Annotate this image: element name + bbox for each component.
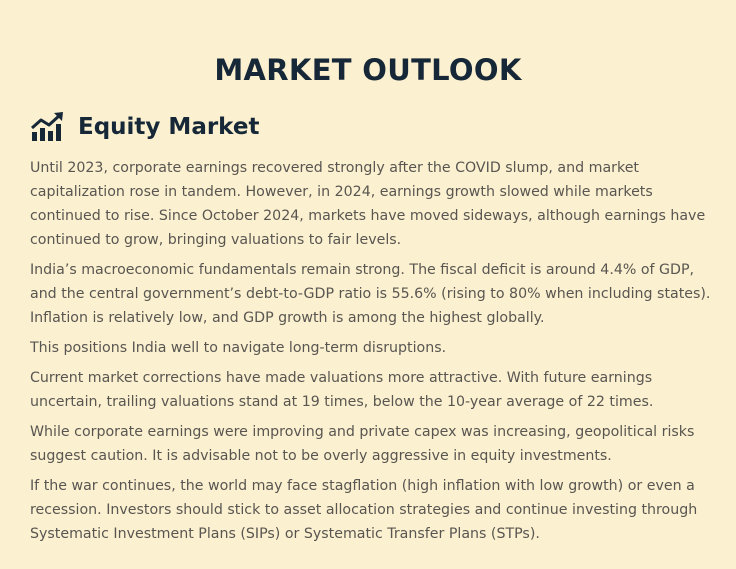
text-line: uncertain, trailing valuations stand at … bbox=[30, 394, 654, 410]
text-line: Until 2023, corporate earnings recovered… bbox=[30, 160, 639, 176]
text-line: India’s macroeconomic fundamentals remai… bbox=[30, 262, 695, 278]
text-line: While corporate earnings were improving … bbox=[30, 424, 695, 440]
section-header: Equity Market bbox=[30, 110, 259, 144]
paragraph: If the war continues, the world may face… bbox=[30, 474, 730, 546]
text-line: recession. Investors should stick to ass… bbox=[30, 502, 698, 518]
paragraph: India’s macroeconomic fundamentals remai… bbox=[30, 258, 730, 330]
text-line: continued to grow, bringing valuations t… bbox=[30, 232, 402, 248]
text-line: suggest caution. It is advisable not to … bbox=[30, 448, 612, 464]
text-line: Inflation is relatively low, and GDP gro… bbox=[30, 310, 545, 326]
text-line: Systematic Investment Plans (SIPs) or Sy… bbox=[30, 526, 540, 542]
text-line: Current market corrections have made val… bbox=[30, 370, 653, 386]
paragraph: Until 2023, corporate earnings recovered… bbox=[30, 156, 730, 252]
text-line: capitalization rose in tandem. However, … bbox=[30, 184, 653, 200]
paragraph: This positions India well to navigate lo… bbox=[30, 336, 730, 360]
text-line: continued to rise. Since October 2024, m… bbox=[30, 208, 706, 224]
chart-icon bbox=[31, 112, 63, 141]
paragraph: Current market corrections have made val… bbox=[30, 366, 730, 414]
paragraph: While corporate earnings were improving … bbox=[30, 420, 730, 468]
section-body: Until 2023, corporate earnings recovered… bbox=[30, 156, 730, 552]
text-line: If the war continues, the world may face… bbox=[30, 478, 695, 494]
text-line: and the central government’s debt-to-GDP… bbox=[30, 286, 711, 302]
page-title: MARKET OUTLOOK bbox=[214, 53, 522, 87]
section-heading: Equity Market bbox=[78, 114, 260, 140]
text-line: This positions India well to navigate lo… bbox=[30, 340, 447, 356]
